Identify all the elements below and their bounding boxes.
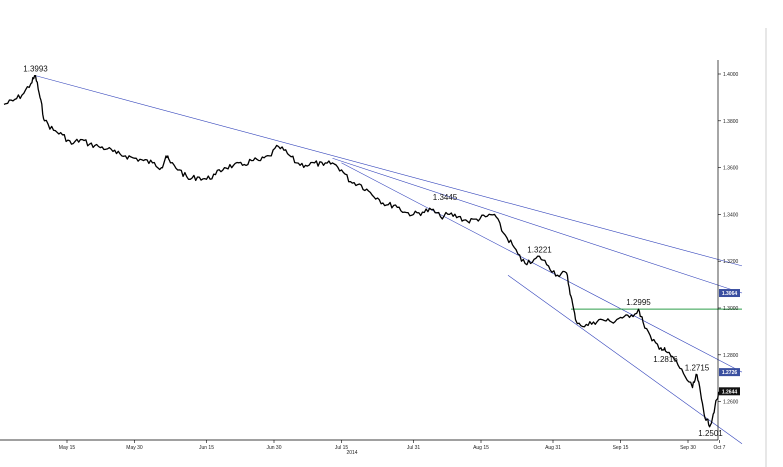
price-badges: 1.3064 1.2726 1.2644: [719, 289, 740, 396]
x-tick-label: Sep 15: [613, 445, 629, 451]
y-tick-label: 1.2600: [723, 400, 739, 406]
price-annotation: 1.2995: [626, 298, 651, 307]
y-tick-label: 1.3400: [723, 212, 739, 218]
x-tick-label: Aug 15: [473, 445, 489, 451]
price-annotation: 1.2501: [698, 429, 723, 438]
y-tick-label: 1.3800: [723, 119, 739, 125]
x-tick-label: May 30: [126, 445, 143, 451]
x-axis-year-label: 2014: [346, 450, 357, 456]
price-annotation: 1.3993: [23, 65, 48, 74]
price-badge-label: 1.3064: [722, 291, 738, 297]
y-tick-label: 1.3600: [723, 166, 739, 172]
x-tick-label: Oct 7: [714, 445, 726, 451]
price-annotation: 1.2715: [685, 364, 710, 373]
y-tick-label: 1.3000: [723, 306, 739, 312]
trendline: [35, 75, 743, 267]
x-tick-label: Jun 15: [199, 445, 214, 451]
price-series-line: [3, 74, 725, 428]
price-badge-label: 1.2644: [722, 389, 738, 395]
price-annotation: 1.3221: [527, 245, 552, 254]
x-tick-label: Aug 31: [545, 445, 561, 451]
price-badge-label: 1.2726: [722, 370, 738, 376]
y-axis-ticks: 1.4000 1.3800 1.3600 1.3400 1.3200 1.3000 1.28…: [718, 72, 739, 406]
x-tick-label: Jun 30: [266, 445, 281, 451]
x-tick-label: Jul 31: [407, 445, 421, 451]
y-tick-label: 1.3200: [723, 259, 739, 265]
y-tick-label: 1.4000: [723, 72, 739, 78]
price-badge-bg: [719, 368, 740, 377]
x-tick-label: May 15: [59, 445, 76, 451]
trendline: [507, 274, 743, 444]
price-annotation: 1.2816: [653, 355, 678, 364]
price-badge: 1.2726: [719, 368, 740, 377]
price-badge-bg: [719, 289, 740, 298]
trendline: [332, 157, 743, 294]
price-badge: 1.2644: [719, 387, 740, 396]
trendlines: [35, 75, 743, 444]
x-tick-label: Jul 15: [335, 445, 349, 451]
price-annotations: 1.3993 1.3445 1.3221 1.2995 1.2816 1.2715 1.25…: [23, 65, 723, 438]
y-tick-label: 1.2800: [723, 353, 739, 359]
trendline: [341, 162, 743, 373]
price-badge-bg: [719, 387, 740, 396]
x-axis-ticks: May 15 May 30 Jun 15 Jun 30 Jul 15 Jul 31 Aug …: [59, 440, 726, 451]
x-tick-label: Sep 30: [680, 445, 696, 451]
price-badge: 1.3064: [719, 289, 740, 298]
price-annotation: 1.3445: [433, 193, 458, 202]
